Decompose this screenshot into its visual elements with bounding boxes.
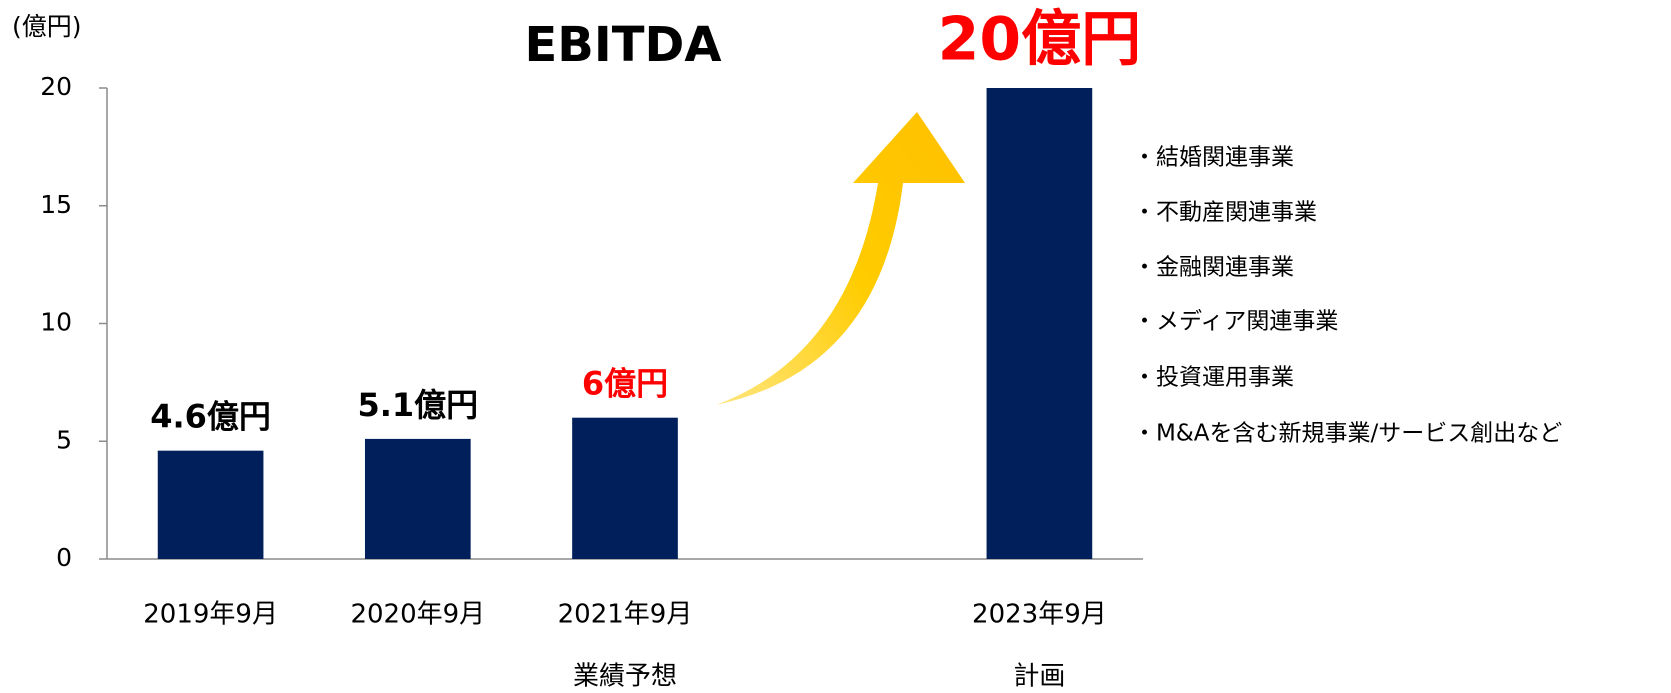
y-tick-label: 5 [56, 425, 72, 454]
x-tick-label: 2021年9月 [558, 600, 693, 630]
value-label: 5.1億円 [357, 386, 478, 424]
x-tick-label: 2019年9月 [143, 600, 278, 630]
y-tick-label: 10 [40, 308, 72, 337]
list-item: ・不動産関連事業 [1133, 200, 1317, 226]
chart-title: EBITDA [525, 17, 722, 73]
list-item: ・結婚関連事業 [1133, 145, 1294, 171]
bar [364, 438, 471, 559]
list-item: ・M&Aを含む新規事業/サービス創出など [1133, 421, 1562, 447]
y-tick-label: 20 [40, 72, 72, 101]
growth-arrow [716, 112, 965, 405]
list-item: ・メディア関連事業 [1133, 309, 1338, 335]
category-note: 計画 [1013, 662, 1065, 692]
value-label: 6億円 [582, 365, 668, 403]
unit-label: (億円) [12, 12, 82, 41]
list-item: ・投資運用事業 [1133, 365, 1294, 391]
x-tick-label: 2020年9月 [350, 600, 485, 630]
value-label: 20億円 [938, 5, 1142, 75]
bar [157, 450, 264, 559]
category-note: 業績予想 [573, 662, 677, 692]
list-item: ・金融関連事業 [1133, 255, 1294, 281]
y-tick-label: 0 [56, 543, 72, 572]
bar [572, 417, 678, 559]
y-tick-label: 15 [40, 190, 72, 219]
bar [986, 88, 1093, 559]
value-label: 4.6億円 [150, 398, 271, 436]
x-tick-label: 2023年9月 [972, 600, 1107, 630]
